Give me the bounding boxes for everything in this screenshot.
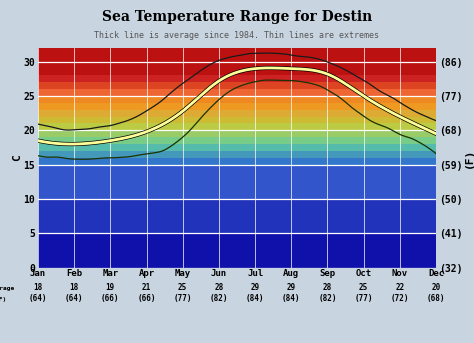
Bar: [38, 103, 436, 110]
Text: 29: 29: [287, 283, 296, 292]
Bar: [38, 144, 436, 151]
Bar: [38, 158, 436, 165]
Text: 21: 21: [142, 283, 151, 292]
Text: 18: 18: [70, 283, 79, 292]
Text: (F): (F): [0, 297, 8, 302]
Text: (84): (84): [246, 294, 264, 303]
Bar: [38, 123, 436, 130]
Bar: [38, 165, 436, 199]
Bar: [38, 96, 436, 103]
Text: (66): (66): [101, 294, 119, 303]
Text: Sea Temperature Range for Destin: Sea Temperature Range for Destin: [102, 10, 372, 24]
Bar: [38, 110, 436, 117]
Text: 22: 22: [395, 283, 404, 292]
Y-axis label: (F): (F): [464, 147, 474, 168]
Text: 18: 18: [33, 283, 43, 292]
Text: 28: 28: [323, 283, 332, 292]
Text: (72): (72): [391, 294, 409, 303]
Text: average: average: [0, 286, 15, 291]
Bar: [38, 137, 436, 144]
Bar: [38, 233, 436, 268]
Bar: [38, 117, 436, 123]
Text: 25: 25: [178, 283, 187, 292]
Text: (66): (66): [137, 294, 156, 303]
Bar: [38, 151, 436, 158]
Bar: [38, 48, 436, 75]
Text: (82): (82): [318, 294, 337, 303]
Bar: [38, 130, 436, 137]
Y-axis label: C: C: [12, 154, 22, 161]
Text: 19: 19: [106, 283, 115, 292]
Text: (77): (77): [355, 294, 373, 303]
Bar: [38, 82, 436, 89]
Text: (64): (64): [28, 294, 47, 303]
Bar: [38, 89, 436, 96]
Bar: [38, 199, 436, 233]
Text: 29: 29: [250, 283, 260, 292]
Text: (64): (64): [65, 294, 83, 303]
Text: 25: 25: [359, 283, 368, 292]
Text: (84): (84): [282, 294, 301, 303]
Text: (82): (82): [210, 294, 228, 303]
Text: 28: 28: [214, 283, 224, 292]
Text: (68): (68): [427, 294, 446, 303]
Text: 20: 20: [431, 283, 441, 292]
Text: (77): (77): [173, 294, 192, 303]
Text: Thick line is average since 1984. Thin lines are extremes: Thick line is average since 1984. Thin l…: [94, 31, 380, 40]
Bar: [38, 75, 436, 82]
